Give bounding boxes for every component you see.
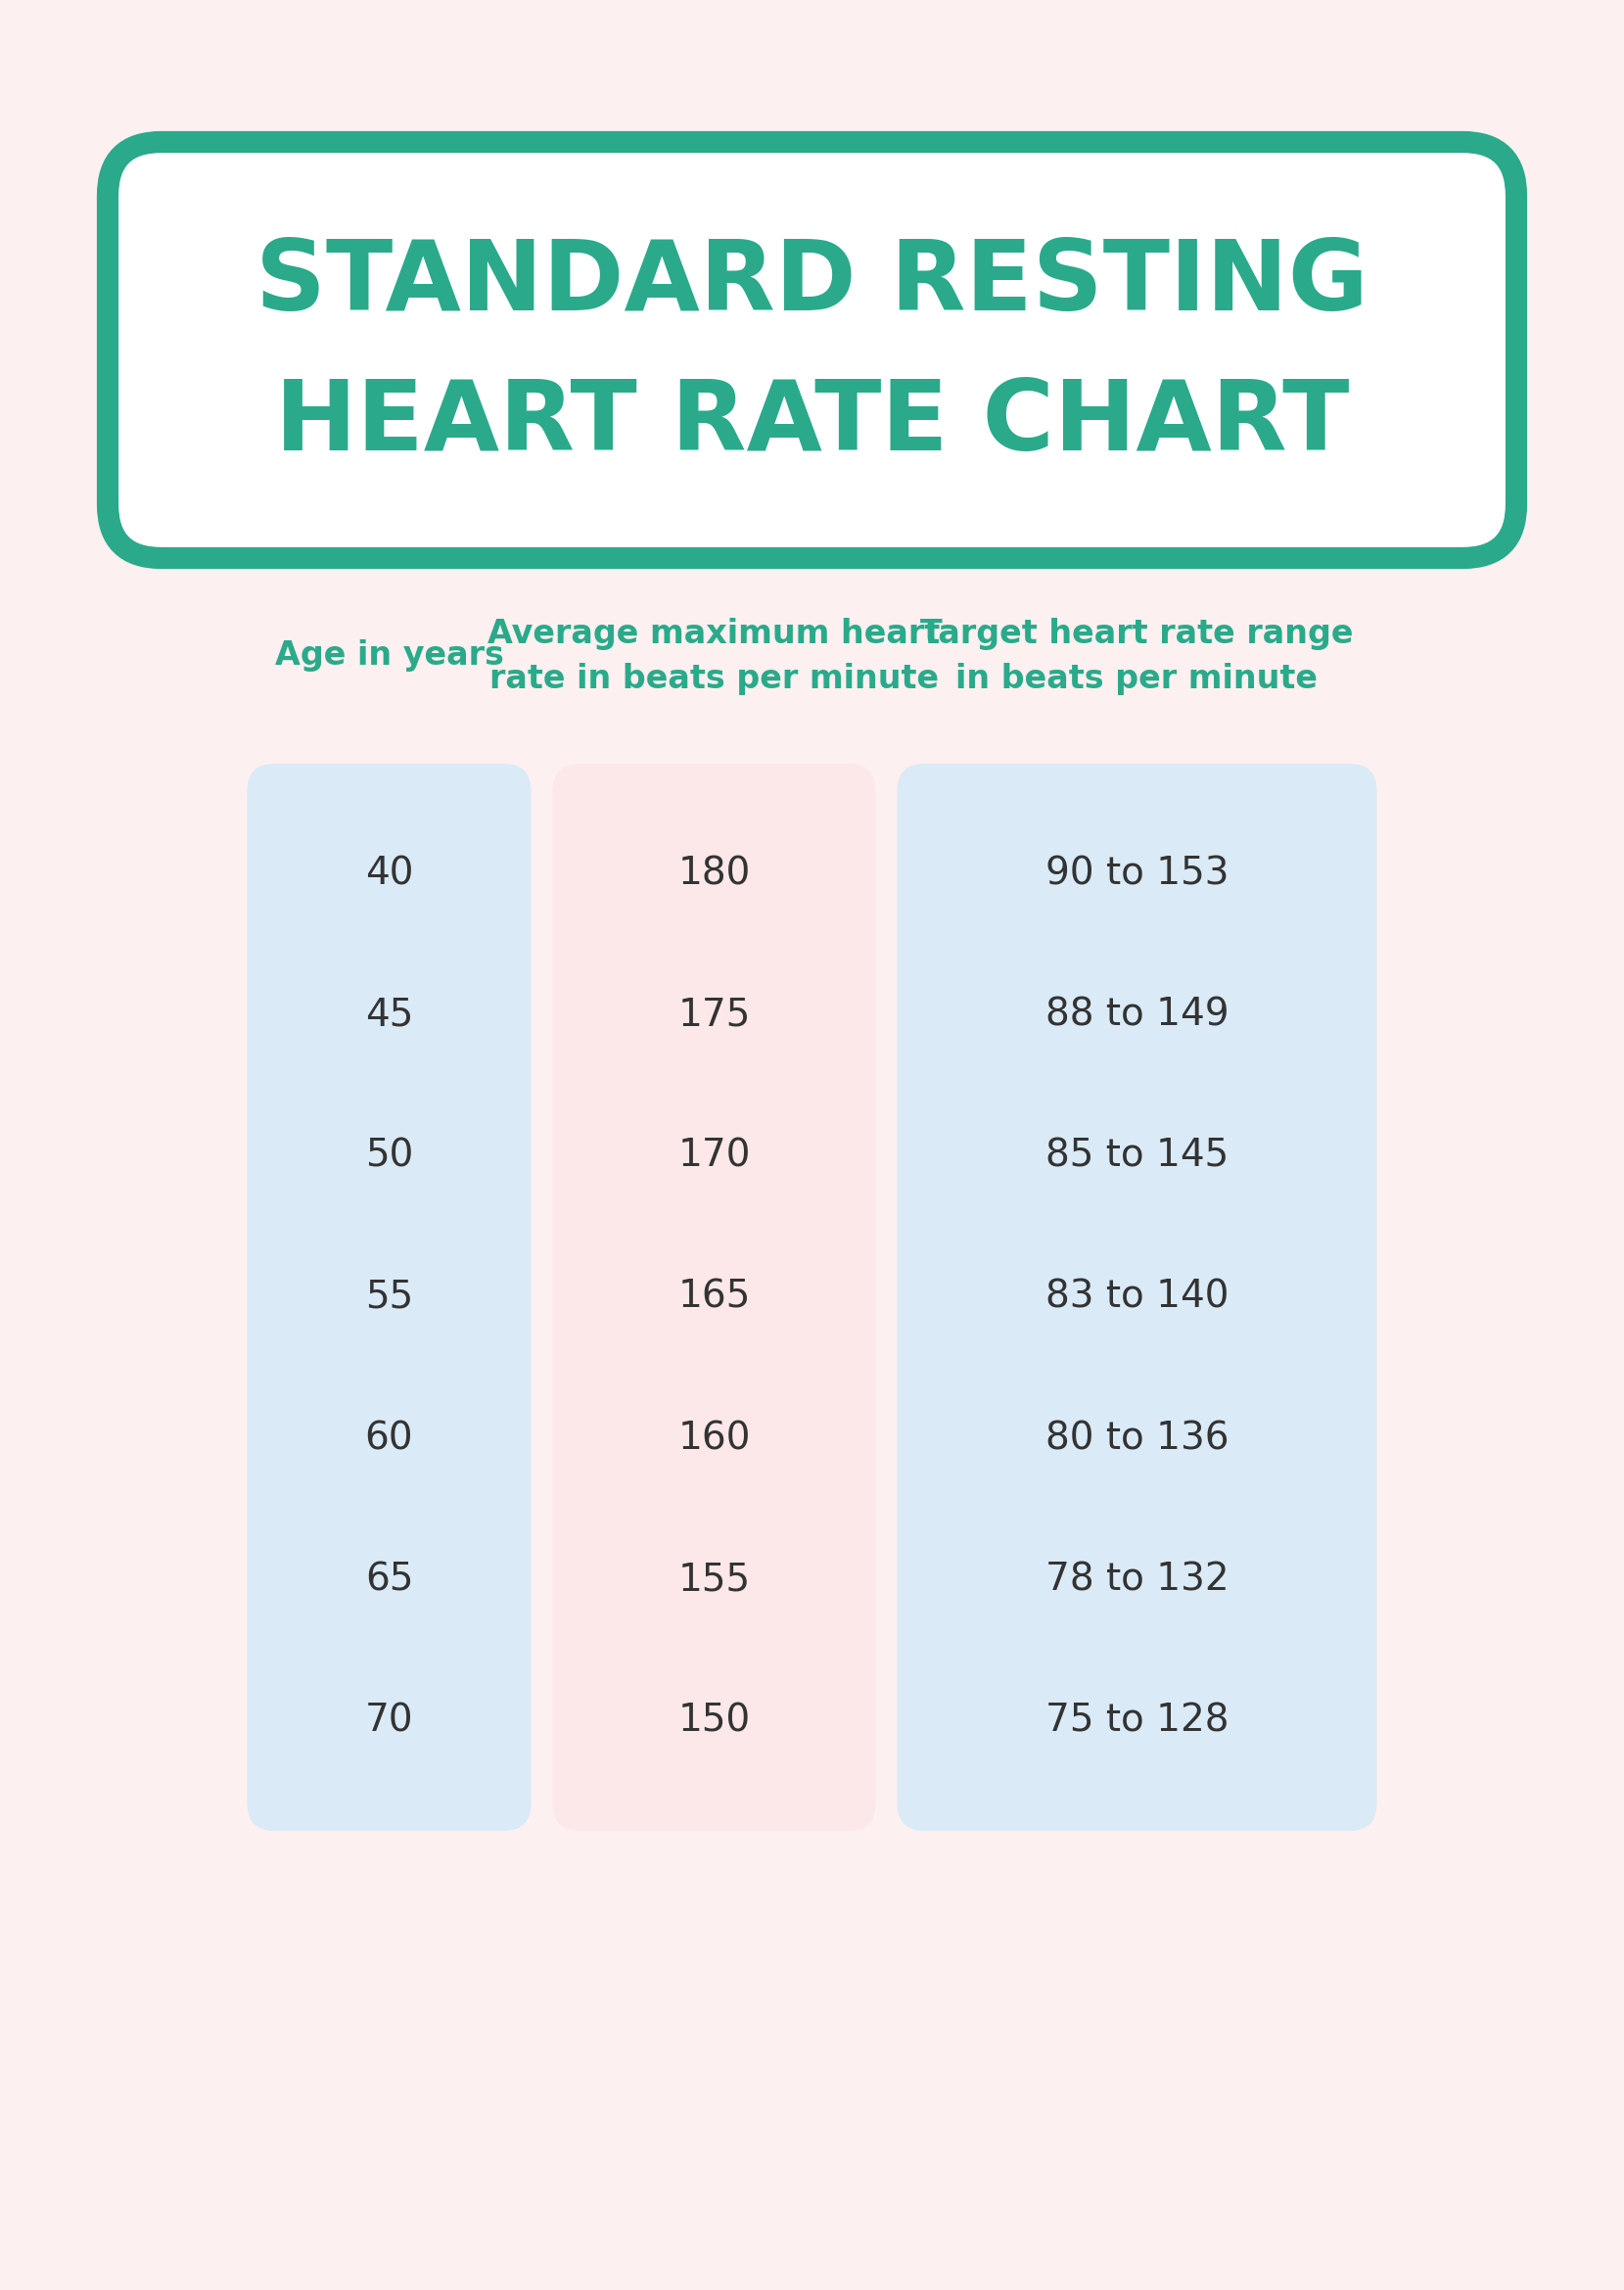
- Text: STANDARD RESTING: STANDARD RESTING: [255, 236, 1369, 332]
- Text: 85 to 145: 85 to 145: [1046, 1138, 1229, 1175]
- Text: 150: 150: [677, 1701, 750, 1740]
- Text: 90 to 153: 90 to 153: [1046, 854, 1229, 893]
- Text: Age in years: Age in years: [274, 639, 503, 673]
- Text: 40: 40: [365, 854, 414, 893]
- FancyBboxPatch shape: [896, 763, 1377, 1830]
- Text: 50: 50: [365, 1138, 412, 1175]
- Text: 88 to 149: 88 to 149: [1046, 996, 1229, 1033]
- Text: 78 to 132: 78 to 132: [1046, 1562, 1229, 1598]
- FancyBboxPatch shape: [552, 763, 875, 1830]
- Text: 80 to 136: 80 to 136: [1046, 1420, 1229, 1456]
- Text: 83 to 140: 83 to 140: [1046, 1278, 1229, 1317]
- Text: 160: 160: [677, 1420, 750, 1456]
- Text: 155: 155: [677, 1562, 750, 1598]
- Text: 65: 65: [365, 1562, 414, 1598]
- Text: 60: 60: [365, 1420, 414, 1456]
- Text: Target heart rate range
in beats per minute: Target heart rate range in beats per min…: [921, 618, 1353, 694]
- Text: 55: 55: [365, 1278, 412, 1317]
- Text: HEART RATE CHART: HEART RATE CHART: [274, 376, 1350, 472]
- Text: Average maximum heart
rate in beats per minute: Average maximum heart rate in beats per …: [487, 618, 940, 694]
- Text: 45: 45: [365, 996, 412, 1033]
- Text: 175: 175: [677, 996, 750, 1033]
- Text: 170: 170: [677, 1138, 750, 1175]
- Text: 75 to 128: 75 to 128: [1046, 1701, 1229, 1740]
- Text: 180: 180: [677, 854, 750, 893]
- Text: 70: 70: [365, 1701, 414, 1740]
- FancyBboxPatch shape: [247, 763, 531, 1830]
- Text: 165: 165: [677, 1278, 750, 1317]
- FancyBboxPatch shape: [107, 142, 1517, 559]
